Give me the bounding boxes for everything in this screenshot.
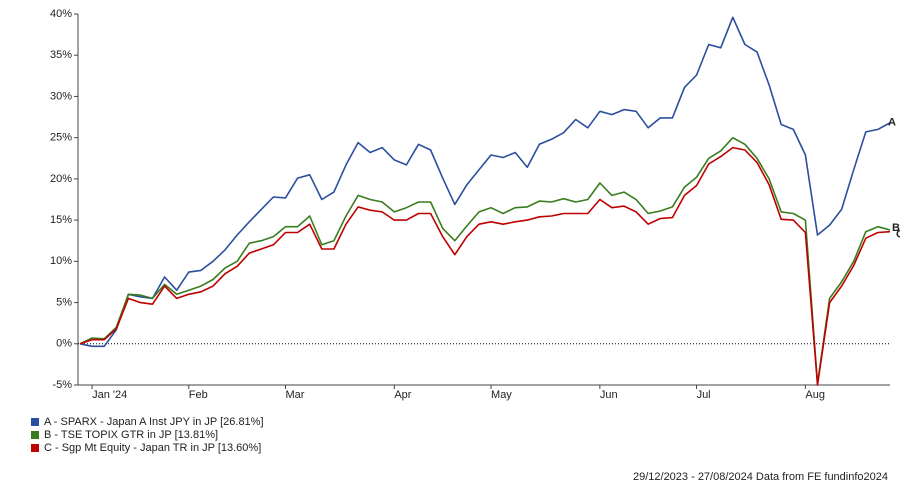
- series-line: [79, 146, 891, 386]
- end-label: C: [896, 229, 900, 241]
- x-tick-label: Mar: [286, 389, 305, 401]
- y-tick-label: 35%: [50, 49, 72, 61]
- y-tick-label: 15%: [50, 214, 72, 226]
- x-tick-label: Feb: [189, 389, 208, 401]
- x-tick-label: Jan '24: [92, 389, 127, 401]
- x-tick-label: Apr: [394, 389, 411, 401]
- y-tick-label: 25%: [50, 132, 72, 144]
- end-label: A: [888, 117, 896, 129]
- series-line: [79, 16, 891, 348]
- legend-swatch: [31, 431, 39, 439]
- x-tick-label: May: [491, 389, 512, 401]
- series-line: [79, 136, 891, 385]
- y-tick-label: 0%: [56, 338, 72, 350]
- y-tick-label: 10%: [50, 255, 72, 267]
- y-tick-label: 40%: [50, 8, 72, 20]
- y-tick-label: 30%: [50, 90, 72, 102]
- y-tick-label: -5%: [52, 379, 72, 391]
- legend-swatch: [31, 418, 39, 426]
- end-label: B: [892, 222, 900, 234]
- x-tick-label: Aug: [805, 389, 825, 401]
- y-tick-label: 20%: [50, 173, 72, 185]
- legend-label: C - Sgp Mt Equity - Japan TR in JP [13.6…: [44, 442, 261, 454]
- x-tick-label: Jul: [697, 389, 711, 401]
- legend-label: A - SPARX - Japan A Inst JPY in JP [26.8…: [44, 416, 264, 428]
- legend-swatch: [31, 444, 39, 452]
- legend-label: B - TSE TOPIX GTR in JP [13.81%]: [44, 429, 218, 441]
- footer: 29/12/2023 - 27/08/2024 Data from FE fun…: [633, 471, 888, 483]
- y-tick-label: 5%: [56, 296, 72, 308]
- x-tick-label: Jun: [600, 389, 618, 401]
